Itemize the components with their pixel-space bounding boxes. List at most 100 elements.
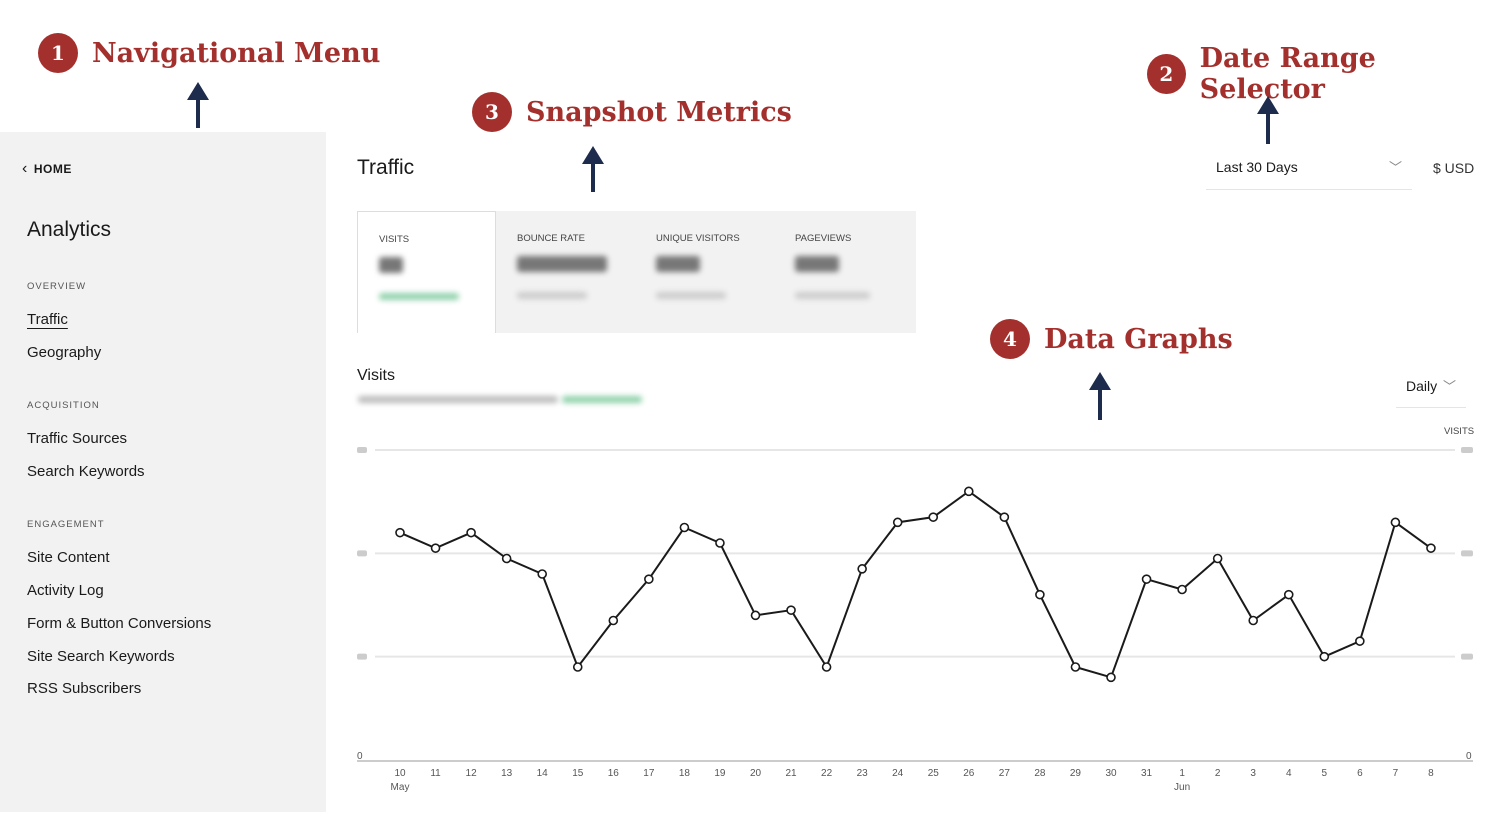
x-tick-label: 22 [821,768,833,779]
x-tick-label: 6 [1357,768,1363,779]
data-point [892,517,903,528]
data-point [715,538,725,548]
data-point [750,610,761,621]
data-point [608,615,619,626]
data-point [999,512,1010,522]
data-point [786,605,796,615]
x-tick-label: 30 [1105,768,1117,779]
metric-value-blurred [656,256,700,272]
x-tick-label: 12 [466,768,478,779]
x-tick-label: 23 [857,768,869,779]
chevron-down-icon: ﹀ [1388,160,1402,175]
data-point [963,486,974,497]
page-title: Traffic [357,156,415,179]
data-point [466,527,476,538]
data-point [928,512,939,522]
x-tick-label: 7 [1393,768,1399,779]
annotation-data-graphs: 4 Data Graphs [990,319,1233,359]
x-tick-label: 17 [643,768,655,779]
x-tick-label: 2 [1215,768,1221,779]
data-point [821,662,832,672]
y-tick-blurred-left [357,550,367,557]
x-tick-label: 13 [501,768,513,779]
x-tick-label: 11 [430,768,441,779]
x-tick-label: 31 [1141,768,1153,779]
x-tick-label: 27 [999,768,1011,779]
x-tick-label: 20 [750,768,762,779]
metric-label: VISITS [379,234,410,245]
sidebar-item-geography[interactable]: Geography [27,344,102,361]
x-tick-label: 5 [1322,768,1328,779]
data-point [1283,589,1294,600]
section-acquisition: ACQUISITION [27,400,100,411]
data-point [679,522,690,533]
data-point [857,564,867,574]
metric-change-blurred [517,292,587,299]
y-axis-label: VISITS [1444,426,1475,437]
date-range-selector[interactable]: Last 30 Days ﹀ [1206,156,1412,190]
sidebar-item-traffic[interactable]: Traffic [27,311,68,328]
x-tick-label: 26 [963,768,975,779]
sidebar-item-form-button-conversions[interactable]: Form & Button Conversions [27,615,212,632]
arrow-up-icon [582,146,604,192]
sidebar-item-site-content[interactable]: Site Content [27,549,110,566]
data-point [1390,517,1401,528]
graph-change-blurred [562,396,642,403]
annotation-label: Navigational Menu [92,37,381,69]
x-tick-label: 24 [892,768,904,779]
x-tick-label: 19 [714,768,726,779]
sidebar-item-traffic-sources[interactable]: Traffic Sources [27,430,128,447]
y-tick-blurred-left [357,653,367,660]
home-label: HOME [33,162,72,176]
metric-change-blurred [379,293,459,300]
y-tick-label: 0 [357,751,363,762]
x-tick-label: 25 [928,768,940,779]
x-tick-label: 14 [537,768,549,779]
month-label: Jun [1174,782,1190,793]
data-point [430,543,441,553]
data-point [1248,615,1258,626]
metric-pageviews[interactable]: PAGEVIEWS [774,211,913,333]
metric-label: UNIQUE VISITORS [656,233,740,244]
y-tick-blurred-left [357,447,367,453]
y-tick-blurred-right [1461,447,1473,453]
sidebar-item-activity-log[interactable]: Activity Log [27,582,104,599]
arrow-up-icon [1257,96,1279,144]
sidebar-item-search-keywords[interactable]: Search Keywords [27,463,145,480]
annotation-date-range-selector: 2 Date Range Selector [1147,43,1500,105]
home-link[interactable]: ‹ HOME [22,160,72,178]
data-point [1070,662,1081,672]
annotation-label: Date Range Selector [1199,43,1376,105]
metric-change-blurred [656,292,726,299]
sidebar-item-rss-subscribers[interactable]: RSS Subscribers [27,680,142,697]
graph-subtitle-blurred [358,396,558,403]
annotation-snapshot-metrics: 3 Snapshot Metrics [472,92,792,132]
section-engagement: ENGAGEMENT [27,519,105,530]
interval-selector[interactable]: Daily ﹀ [1396,376,1466,408]
data-point [1035,589,1045,600]
chevron-down-icon: ﹀ [1442,379,1456,394]
metric-bounce-rate[interactable]: BOUNCE RATE [496,211,635,333]
data-point [501,553,512,564]
x-tick-label: 16 [608,768,620,779]
annotation-number: 3 [472,92,512,132]
graph-title: Visits [357,367,395,384]
series-line [399,490,1432,679]
x-tick-label: 29 [1070,768,1082,779]
interval-value: Daily [1406,377,1438,394]
annotation-label: Data Graphs [1044,323,1233,355]
y-tick-blurred-right [1461,653,1473,660]
x-tick-label: 8 [1428,768,1434,779]
y-tick-blurred-right [1461,550,1473,557]
metric-unique-visitors[interactable]: UNIQUE VISITORS [635,211,774,333]
metric-visits[interactable]: VISITS [357,211,496,333]
metric-change-blurred [795,292,870,299]
arrow-up-icon [187,82,209,128]
currency-label[interactable]: $ USD [1433,160,1475,176]
annotation-navigational-menu: 1 Navigational Menu [38,33,380,73]
sidebar-item-site-search-keywords[interactable]: Site Search Keywords [27,648,175,665]
metric-value-blurred [795,256,839,272]
snapshot-metrics: VISITS BOUNCE RATE UNIQUE VISITORS PAGEV… [357,211,916,333]
x-tick-label: 1 [1179,768,1185,779]
